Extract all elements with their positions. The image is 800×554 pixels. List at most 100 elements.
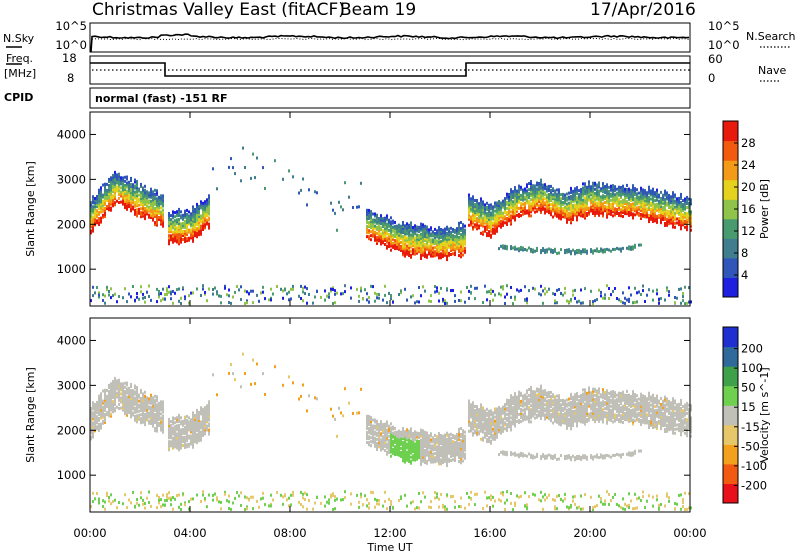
power-cell [558,198,560,202]
power-cell [620,214,622,218]
power-cell [100,190,102,194]
power-cell [410,241,412,245]
power-cell [448,231,450,235]
power-cell [492,227,494,231]
power-cell [376,242,378,245]
velocity-cell [102,405,104,409]
velocity-cell [156,429,158,433]
power-cell [424,253,426,257]
velocity-cell [106,394,108,398]
velocity-cell [204,412,206,416]
power-cell [642,206,644,210]
power-cell [176,218,178,222]
velocity-cell [276,491,278,494]
power-cell [198,207,200,210]
power-cell [476,211,478,215]
velocity-cell [124,385,126,389]
power-cell [106,188,108,192]
power-cell [636,291,638,295]
power-cell [118,201,120,204]
power-cell [142,188,144,192]
power-cell [624,202,626,205]
power-cell [422,243,424,247]
power-cell [472,199,474,203]
power-cell [394,239,396,243]
power-cell [658,299,660,303]
power-cell [684,221,686,225]
power-cell [582,192,584,196]
power-cell [660,213,662,217]
velocity-cell [366,426,368,430]
velocity-cell [410,445,412,449]
power-cell [660,297,662,300]
velocity-cell [334,498,336,502]
power-cell [682,213,684,217]
power-cell [614,213,616,217]
power-cell [240,298,242,301]
power-cell [584,216,586,220]
power-cell [162,196,164,200]
power-cell [490,229,492,233]
velocity-cell [410,447,412,451]
power-cell [444,231,446,235]
power-cell [646,199,648,203]
power-cell [664,191,666,195]
power-cell [408,241,410,245]
velocity-cell [138,403,140,407]
velocity-cell [262,496,264,500]
velocity-cell [172,432,174,436]
power-cell [442,299,444,303]
power-cell [594,200,596,203]
power-cell [454,238,456,242]
power-cell [492,215,494,219]
power-cell [502,223,504,227]
power-cell [434,250,436,254]
power-cell [688,215,690,219]
power-cell [128,182,130,186]
velocity-cell [380,442,382,446]
power-cell [446,254,448,257]
power-cell [194,234,196,238]
power-cell [506,206,508,210]
velocity-cell [172,436,174,440]
velocity-cell [92,431,94,435]
power-cell [102,203,104,207]
power-cell [590,193,592,197]
velocity-cell [234,496,236,500]
power-cell [622,209,624,212]
power-cell [134,196,136,200]
velocity-cell [140,409,142,413]
power-cell [676,201,678,205]
power-cell [634,203,636,207]
power-cell [380,234,382,238]
velocity-cell [114,387,116,390]
power-cell [596,205,598,209]
velocity-cell [114,378,116,382]
velocity-cell [360,387,362,391]
velocity-cell [114,376,116,380]
power-cell [578,209,580,213]
power-cell [202,201,204,205]
power-cell [204,202,206,206]
power-cell [610,186,612,190]
power-cell [674,193,676,197]
velocity-cell [392,449,394,453]
velocity-cell [148,421,150,425]
velocity-cell [340,498,342,502]
power-cell [434,254,436,258]
power-cell [282,177,284,181]
power-cell [198,233,200,237]
power-cell [618,193,620,197]
power-cell [558,200,560,204]
power-cell [380,220,382,224]
velocity-cell [126,411,128,415]
velocity-cell [422,491,424,495]
velocity-cell [422,455,424,459]
power-cell [192,205,194,209]
power-cell [478,210,480,214]
power-cell [382,217,384,221]
power-cell [644,195,646,199]
power-cell [394,235,396,238]
power-cell [392,241,394,245]
power-cell [690,200,692,204]
